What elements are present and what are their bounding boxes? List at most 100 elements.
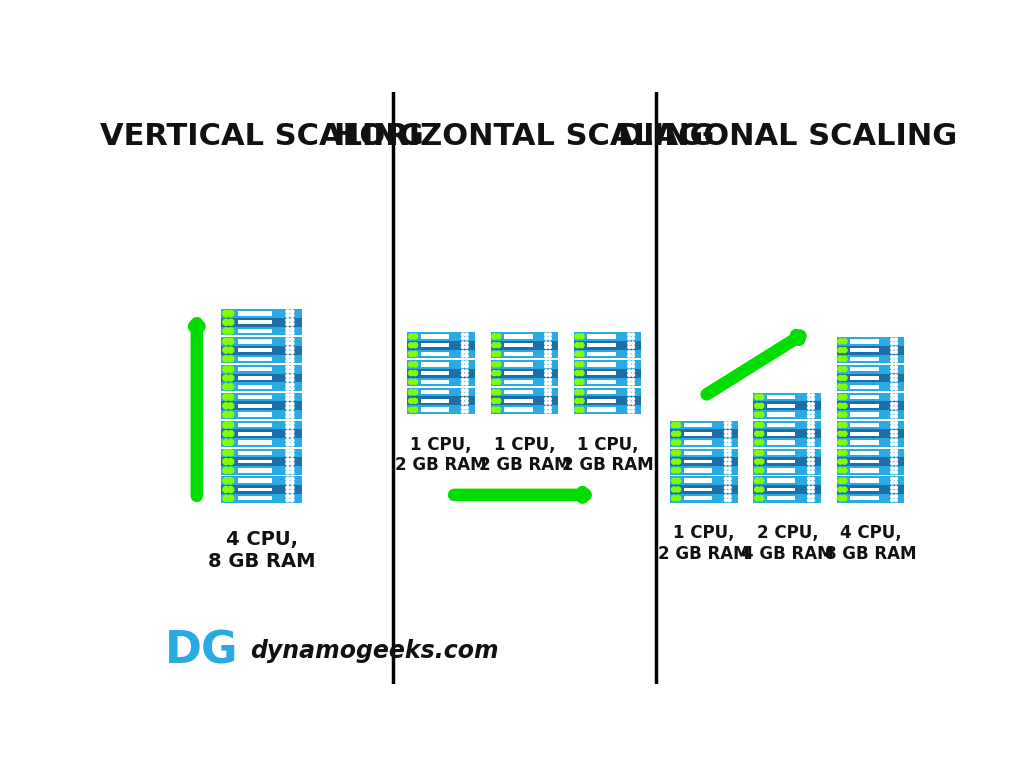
- Circle shape: [462, 382, 465, 386]
- Circle shape: [894, 478, 897, 480]
- Bar: [850, 451, 879, 455]
- Bar: [837, 382, 904, 391]
- Text: 4 CPU,
8 GB RAM: 4 CPU, 8 GB RAM: [208, 529, 315, 571]
- Bar: [837, 410, 904, 419]
- Bar: [587, 379, 615, 384]
- Circle shape: [409, 389, 414, 395]
- Circle shape: [811, 453, 814, 456]
- Circle shape: [891, 462, 894, 465]
- Circle shape: [286, 342, 290, 345]
- Circle shape: [545, 389, 548, 392]
- Bar: [490, 369, 558, 378]
- Text: 4 CPU,
8 GB RAM: 4 CPU, 8 GB RAM: [824, 524, 916, 563]
- Circle shape: [291, 406, 294, 409]
- Circle shape: [842, 376, 847, 381]
- Bar: [421, 371, 450, 375]
- Circle shape: [628, 379, 631, 382]
- Bar: [573, 360, 641, 369]
- Circle shape: [755, 468, 760, 473]
- Bar: [221, 410, 302, 419]
- Circle shape: [409, 334, 414, 339]
- Bar: [754, 476, 821, 485]
- Circle shape: [223, 328, 229, 334]
- Circle shape: [462, 398, 465, 401]
- Text: 2 CPU,
4 GB RAM: 2 CPU, 4 GB RAM: [741, 524, 834, 563]
- Circle shape: [894, 356, 897, 359]
- Circle shape: [227, 486, 233, 492]
- Circle shape: [628, 410, 631, 413]
- Circle shape: [894, 369, 897, 372]
- Circle shape: [291, 383, 294, 386]
- Circle shape: [291, 342, 294, 345]
- Bar: [671, 429, 738, 439]
- Circle shape: [548, 365, 551, 368]
- Circle shape: [286, 439, 290, 442]
- Circle shape: [462, 410, 465, 413]
- Circle shape: [808, 449, 811, 452]
- Circle shape: [672, 487, 677, 492]
- Circle shape: [462, 402, 465, 404]
- Bar: [767, 478, 796, 483]
- Circle shape: [462, 361, 465, 364]
- Bar: [850, 422, 879, 427]
- Circle shape: [286, 387, 290, 390]
- Circle shape: [894, 394, 897, 397]
- Circle shape: [811, 495, 814, 498]
- Circle shape: [728, 481, 731, 484]
- Circle shape: [672, 468, 677, 473]
- Bar: [767, 460, 796, 463]
- Circle shape: [223, 422, 229, 428]
- Circle shape: [811, 415, 814, 418]
- Circle shape: [291, 430, 294, 434]
- Bar: [587, 371, 615, 375]
- Circle shape: [894, 434, 897, 437]
- Circle shape: [808, 406, 811, 409]
- Circle shape: [579, 343, 584, 348]
- Circle shape: [574, 379, 580, 385]
- Circle shape: [632, 406, 635, 409]
- Bar: [671, 421, 738, 429]
- Circle shape: [628, 354, 631, 357]
- Circle shape: [286, 366, 290, 369]
- Circle shape: [808, 394, 811, 397]
- Circle shape: [462, 333, 465, 336]
- Circle shape: [842, 487, 847, 492]
- Circle shape: [227, 384, 233, 390]
- Circle shape: [672, 478, 677, 483]
- Text: 1 CPU,
2 GB RAM: 1 CPU, 2 GB RAM: [562, 435, 653, 475]
- Circle shape: [808, 467, 811, 470]
- Bar: [671, 439, 738, 447]
- Bar: [421, 352, 450, 356]
- Circle shape: [808, 471, 811, 474]
- Circle shape: [759, 403, 764, 409]
- Bar: [504, 352, 532, 356]
- Text: HORIZONTAL SCALING: HORIZONTAL SCALING: [334, 122, 715, 151]
- Bar: [408, 369, 475, 378]
- Circle shape: [894, 458, 897, 462]
- Bar: [671, 449, 738, 457]
- Circle shape: [291, 453, 294, 456]
- Circle shape: [574, 362, 580, 367]
- Circle shape: [728, 453, 731, 456]
- Bar: [684, 422, 713, 427]
- Bar: [490, 360, 558, 369]
- Circle shape: [545, 346, 548, 349]
- Circle shape: [291, 471, 294, 474]
- Circle shape: [759, 450, 764, 455]
- Circle shape: [894, 462, 897, 465]
- Bar: [573, 396, 641, 406]
- Circle shape: [755, 422, 760, 428]
- Circle shape: [291, 467, 294, 470]
- Circle shape: [842, 478, 847, 483]
- Bar: [504, 334, 532, 339]
- Circle shape: [628, 346, 631, 349]
- Bar: [221, 310, 302, 318]
- Circle shape: [894, 366, 897, 369]
- Circle shape: [632, 350, 635, 353]
- Circle shape: [462, 365, 465, 368]
- Bar: [837, 485, 904, 494]
- Circle shape: [808, 490, 811, 493]
- Circle shape: [291, 313, 294, 317]
- Bar: [408, 378, 475, 386]
- Circle shape: [838, 487, 843, 492]
